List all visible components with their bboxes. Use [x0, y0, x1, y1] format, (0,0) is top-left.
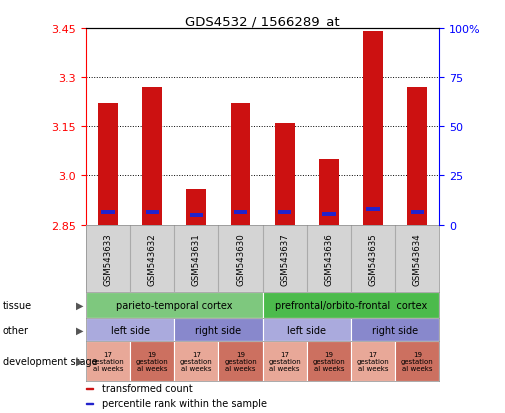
Text: left side: left side [111, 325, 149, 335]
Bar [219, 342, 263, 381]
Bar [174, 318, 263, 342]
Bar [142, 88, 162, 225]
Text: tissue: tissue [3, 300, 32, 310]
Bar [86, 342, 130, 381]
Bar [145, 211, 159, 215]
Bar [98, 104, 118, 225]
Text: ▶: ▶ [76, 356, 83, 366]
Text: 19
gestation
al weeks: 19 gestation al weeks [401, 351, 434, 371]
Bar [86, 403, 93, 404]
Text: right side: right side [195, 325, 241, 335]
Bar [408, 88, 427, 225]
Text: prefrontal/orbito-frontal  cortex: prefrontal/orbito-frontal cortex [275, 300, 427, 310]
Text: ▶: ▶ [76, 325, 83, 335]
Bar [263, 292, 439, 318]
Bar [367, 207, 380, 211]
Bar [231, 104, 250, 225]
Text: other: other [3, 325, 28, 335]
Bar [319, 160, 339, 225]
Bar [395, 342, 439, 381]
Bar [102, 211, 115, 215]
Bar [363, 32, 383, 225]
Bar [322, 213, 335, 217]
Text: GSM543635: GSM543635 [369, 233, 378, 285]
Bar [275, 124, 294, 225]
Bar [174, 342, 219, 381]
Text: GSM543630: GSM543630 [236, 233, 245, 285]
Text: 17
gestation
al weeks: 17 gestation al weeks [180, 351, 213, 371]
Bar [234, 211, 247, 215]
Text: transformed count: transformed count [102, 383, 192, 393]
Text: left side: left side [287, 325, 326, 335]
Text: parieto-temporal cortex: parieto-temporal cortex [116, 300, 232, 310]
Bar [86, 292, 263, 318]
Bar [411, 211, 424, 215]
Bar [307, 342, 351, 381]
Text: 19
gestation
al weeks: 19 gestation al weeks [224, 351, 257, 371]
Text: GSM543636: GSM543636 [324, 233, 333, 285]
Text: 17
gestation
al weeks: 17 gestation al weeks [91, 351, 124, 371]
Title: GDS4532 / 1566289_at: GDS4532 / 1566289_at [185, 15, 340, 28]
Text: 19
gestation
al weeks: 19 gestation al weeks [136, 351, 169, 371]
Text: GSM543633: GSM543633 [104, 233, 113, 285]
Text: GSM543634: GSM543634 [413, 233, 422, 285]
Text: GSM543631: GSM543631 [192, 233, 201, 285]
Text: ▶: ▶ [76, 300, 83, 310]
Text: GSM543632: GSM543632 [147, 233, 157, 285]
Bar [263, 318, 351, 342]
Text: 17
gestation
al weeks: 17 gestation al weeks [357, 351, 389, 371]
Text: GSM543637: GSM543637 [280, 233, 289, 285]
Bar [263, 342, 307, 381]
Bar [86, 318, 174, 342]
Text: 19
gestation
al weeks: 19 gestation al weeks [313, 351, 345, 371]
Bar [130, 342, 174, 381]
Bar [278, 211, 291, 215]
Bar [190, 214, 203, 218]
Text: 17
gestation
al weeks: 17 gestation al weeks [268, 351, 301, 371]
Text: development stage: development stage [3, 356, 97, 366]
Bar [186, 189, 206, 225]
Text: right side: right side [372, 325, 418, 335]
Bar [351, 318, 439, 342]
Bar [86, 388, 93, 389]
Bar [351, 342, 395, 381]
Text: percentile rank within the sample: percentile rank within the sample [102, 399, 267, 408]
